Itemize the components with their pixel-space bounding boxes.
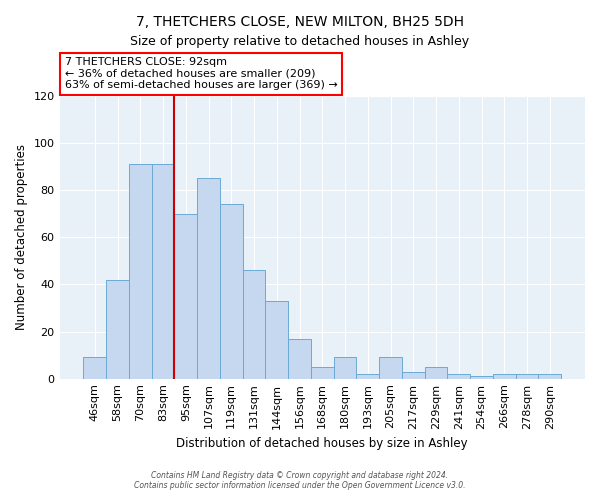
- Text: Size of property relative to detached houses in Ashley: Size of property relative to detached ho…: [130, 35, 470, 48]
- Bar: [356, 374, 379, 378]
- Bar: [311, 367, 334, 378]
- Bar: [106, 280, 129, 378]
- Bar: [334, 358, 356, 378]
- Bar: [470, 376, 493, 378]
- X-axis label: Distribution of detached houses by size in Ashley: Distribution of detached houses by size …: [176, 437, 468, 450]
- Bar: [220, 204, 242, 378]
- Bar: [493, 374, 515, 378]
- Bar: [175, 214, 197, 378]
- Bar: [538, 374, 561, 378]
- Bar: [83, 358, 106, 378]
- Bar: [288, 338, 311, 378]
- Bar: [379, 358, 402, 378]
- Bar: [197, 178, 220, 378]
- Bar: [515, 374, 538, 378]
- Bar: [425, 367, 448, 378]
- Bar: [152, 164, 175, 378]
- Y-axis label: Number of detached properties: Number of detached properties: [15, 144, 28, 330]
- Text: 7 THETCHERS CLOSE: 92sqm
← 36% of detached houses are smaller (209)
63% of semi-: 7 THETCHERS CLOSE: 92sqm ← 36% of detach…: [65, 57, 338, 90]
- Bar: [242, 270, 265, 378]
- Bar: [402, 372, 425, 378]
- Text: Contains HM Land Registry data © Crown copyright and database right 2024.
Contai: Contains HM Land Registry data © Crown c…: [134, 470, 466, 490]
- Text: 7, THETCHERS CLOSE, NEW MILTON, BH25 5DH: 7, THETCHERS CLOSE, NEW MILTON, BH25 5DH: [136, 15, 464, 29]
- Bar: [129, 164, 152, 378]
- Bar: [265, 301, 288, 378]
- Bar: [448, 374, 470, 378]
